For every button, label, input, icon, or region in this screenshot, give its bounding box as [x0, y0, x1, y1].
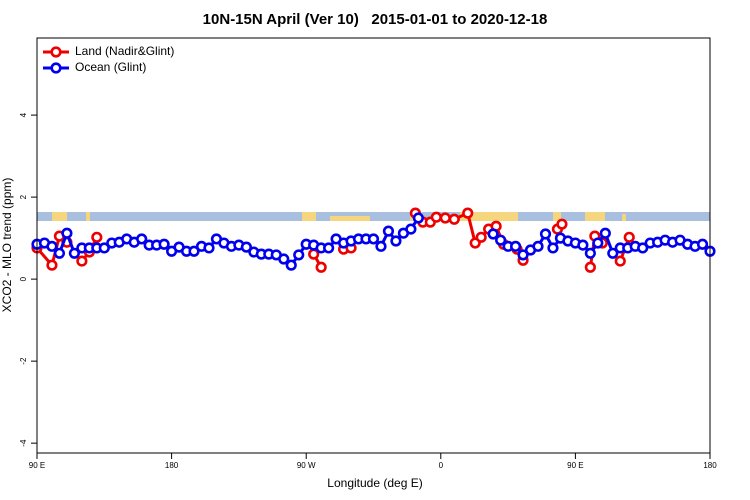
data-point — [462, 207, 474, 219]
data-point — [136, 233, 148, 245]
data-point — [46, 259, 58, 271]
data-point — [412, 212, 424, 224]
legend-marker — [50, 46, 62, 58]
data-point — [430, 211, 442, 223]
data-point — [592, 237, 604, 249]
data-point — [607, 247, 619, 259]
data-point — [547, 242, 559, 254]
data-point — [375, 240, 387, 252]
data-point — [448, 213, 460, 225]
data-point — [367, 233, 380, 245]
x-tick-label: 180 — [703, 461, 717, 470]
data-point — [577, 239, 589, 251]
data-point — [68, 247, 80, 259]
y-tick-label: 2 — [19, 194, 28, 199]
data-point — [240, 241, 252, 253]
chart-title: 10N-15N April (Ver 10) 2015-01-01 to 202… — [203, 11, 548, 28]
data-point — [556, 218, 568, 230]
data-point — [584, 261, 596, 273]
data-point — [584, 247, 596, 259]
y-tick-label: -2 — [19, 357, 28, 365]
x-axis-label: Longitude (deg E) — [327, 476, 422, 490]
data-point — [623, 231, 635, 243]
map-strip — [37, 212, 710, 221]
data-point — [46, 240, 58, 252]
data-point — [188, 245, 200, 257]
data-point — [614, 255, 626, 267]
data-point — [637, 242, 649, 254]
data-point — [509, 240, 522, 252]
data-point — [285, 259, 297, 271]
y-tick-label: 4 — [19, 112, 28, 117]
data-point — [475, 231, 487, 243]
data-point — [439, 212, 451, 224]
data-point — [599, 227, 611, 239]
y-tick-label: 0 — [19, 276, 28, 281]
data-point — [61, 227, 73, 239]
data-point — [532, 240, 544, 252]
data-point — [203, 242, 215, 254]
legend-label: Ocean (Glint) — [75, 60, 146, 74]
data-point — [98, 242, 110, 254]
data-point — [76, 255, 88, 267]
data-point — [539, 228, 552, 240]
legend-label: Land (Nadir&Glint) — [75, 44, 174, 58]
y-axis-label: XCO2 - MLO trend (ppm) — [0, 178, 14, 313]
data-point — [91, 231, 103, 243]
data-point — [323, 242, 335, 254]
x-tick-label: 90 E — [29, 461, 45, 470]
data-point — [517, 249, 529, 261]
legend-marker — [50, 62, 62, 74]
plot-frame — [36, 37, 711, 454]
data-point — [495, 234, 507, 246]
x-tick-label: 180 — [165, 461, 179, 470]
data-point — [293, 249, 305, 261]
x-tick-label: 90 W — [297, 461, 316, 470]
data-point — [696, 238, 709, 250]
x-tick-label: 90 E — [567, 461, 583, 470]
data-point — [390, 235, 402, 247]
data-point — [405, 223, 417, 235]
y-tick-label: -4 — [19, 439, 28, 447]
data-point — [278, 253, 290, 265]
data-point — [315, 261, 327, 273]
data-point — [382, 225, 395, 237]
data-point — [158, 238, 170, 250]
x-tick-label: 0 — [439, 461, 444, 470]
data-point — [53, 247, 66, 259]
data-point — [487, 228, 499, 240]
